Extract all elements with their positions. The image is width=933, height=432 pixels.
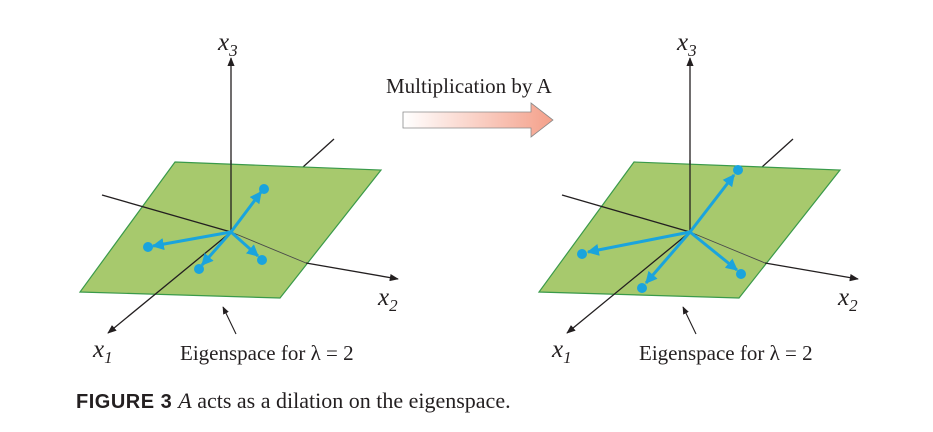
eigenvector-tip bbox=[143, 242, 153, 252]
x2-axis bbox=[764, 262, 859, 282]
arrow-shape bbox=[402, 102, 554, 138]
x2-label: x2 bbox=[377, 284, 398, 315]
eigenvector-tip bbox=[259, 184, 269, 194]
eigenspace-pointer bbox=[222, 306, 237, 335]
x1-axis-on-plane bbox=[101, 194, 232, 233]
x1-label: x1 bbox=[551, 336, 572, 367]
eigenvector-tip bbox=[733, 165, 743, 175]
caption-text: A acts as a dilation on the eigenspace. bbox=[178, 388, 510, 413]
x1-label: x1 bbox=[92, 336, 113, 367]
x2-axis-on-plane bbox=[689, 231, 766, 264]
caption-variable: A bbox=[178, 388, 192, 413]
eigenspace-label: Eigenspace for λ = 2 bbox=[639, 341, 813, 365]
eigenvectors bbox=[143, 184, 269, 274]
eigenvector bbox=[230, 230, 259, 258]
left-panel: x3 x2 x1 Eigenspace for λ = 2 bbox=[78, 29, 399, 367]
eigenvector bbox=[229, 191, 263, 233]
multiplication-arrow: Multiplication by A bbox=[386, 74, 554, 138]
figure-number: FIGURE 3 bbox=[76, 391, 173, 413]
x3-label: x3 bbox=[217, 29, 238, 60]
eigenvector-tip bbox=[194, 264, 204, 274]
eigenvector-tip bbox=[637, 283, 647, 293]
eigenspace-label: Eigenspace for λ = 2 bbox=[180, 341, 354, 365]
eigenvector-tip bbox=[577, 249, 587, 259]
x1-axis-on-plane bbox=[561, 194, 691, 233]
x3-label: x3 bbox=[676, 29, 697, 60]
caption-body: acts as a dilation on the eigenspace. bbox=[191, 388, 511, 413]
eigenvector bbox=[689, 230, 738, 272]
eigenvector-tip bbox=[257, 255, 267, 265]
x2-label: x2 bbox=[837, 284, 858, 315]
eigenvector bbox=[151, 230, 232, 250]
eigenvector-tip bbox=[736, 269, 746, 279]
eigenvector bbox=[586, 230, 691, 256]
dilated-eigenvectors bbox=[577, 165, 746, 293]
x2-axis bbox=[305, 262, 399, 282]
eigenvector bbox=[644, 231, 692, 284]
x1-axis bbox=[566, 231, 691, 334]
eigenvector bbox=[688, 174, 736, 233]
multiplication-label: Multiplication by A bbox=[386, 74, 552, 98]
eigenvector bbox=[200, 231, 233, 266]
right-panel: x3 x2 x1 Eigenspace for λ = 2 bbox=[537, 29, 859, 367]
x1-axis bbox=[107, 231, 232, 334]
eigenspace-pointer bbox=[682, 306, 697, 335]
x2-axis-on-plane bbox=[230, 231, 307, 264]
